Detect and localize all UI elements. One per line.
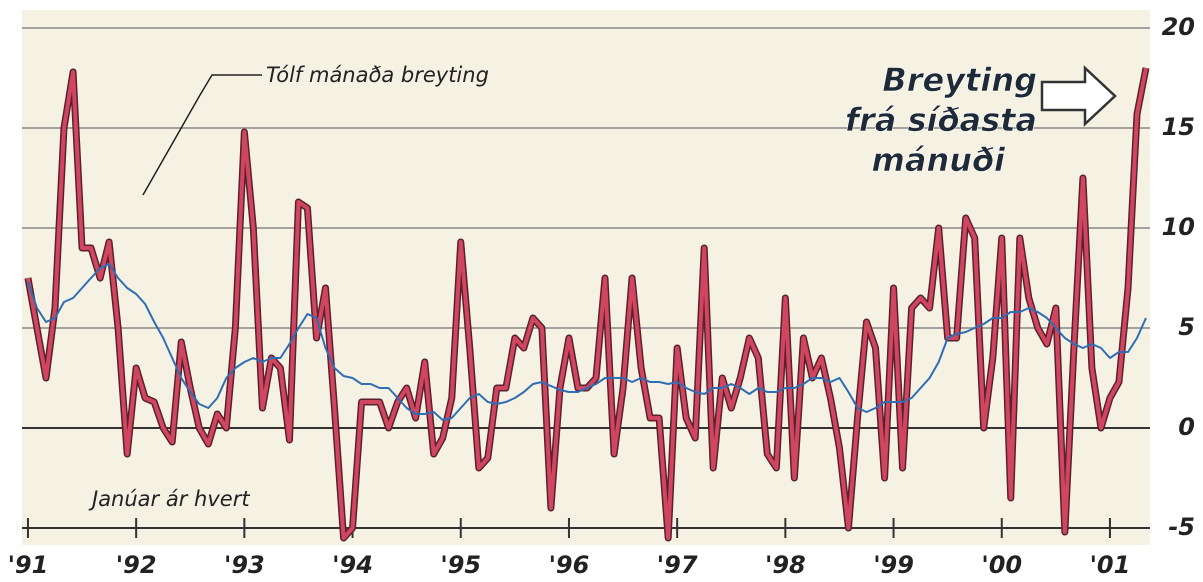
x-tick-label: '91 [8, 551, 49, 579]
x-tick-label: '01 [1090, 551, 1131, 579]
x-tick-label: '92 [116, 551, 157, 579]
x-tick-label: '93 [224, 551, 265, 579]
callout-text: Breyting [882, 61, 1037, 99]
callout-text: mánuði [872, 141, 1006, 179]
y-tick-label: 5 [1178, 313, 1195, 341]
y-tick-label: 10 [1162, 213, 1195, 241]
callout-text: frá síðasta [845, 101, 1037, 139]
line [27, 263, 1147, 421]
y-tick-label: -5 [1168, 513, 1195, 541]
x-tick-label: '96 [549, 551, 590, 579]
x-tick-label: '95 [440, 551, 481, 579]
y-tick-label: 0 [1178, 413, 1195, 441]
x-tick-label: '99 [873, 551, 914, 579]
x-tick-label: '94 [332, 551, 373, 579]
y-tick-label: 20 [1162, 13, 1195, 41]
series-label: Tólf mánaða breyting [266, 63, 489, 87]
x-tick-label: '98 [765, 551, 806, 579]
x-tick-label: '00 [981, 551, 1022, 579]
arrow [1040, 65, 1117, 127]
y-tick-label: 15 [1162, 113, 1195, 141]
x-note: Janúar ár hvert [88, 487, 250, 511]
leader-line [142, 74, 262, 196]
x-tick-label: '97 [657, 551, 698, 579]
